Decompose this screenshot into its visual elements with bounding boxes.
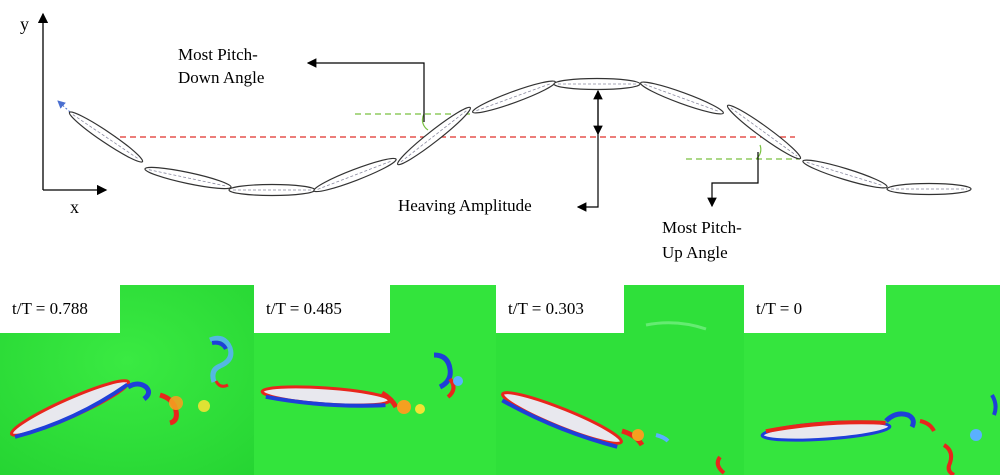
pitch-down-label-line2: Down Angle — [178, 68, 264, 87]
vorticity-snapshots: t/T = 0.788 t/T = 0.485 — [0, 285, 1000, 475]
pitch-down-leader — [306, 58, 425, 122]
airfoil — [313, 157, 397, 193]
x-axis-label: x — [70, 197, 79, 217]
airfoil — [472, 80, 556, 114]
vorticity-panel-1: t/T = 0.788 — [0, 285, 254, 475]
time-label: t/T = 0 — [744, 285, 886, 333]
airfoil — [144, 166, 232, 190]
airfoil — [396, 106, 472, 166]
airfoil — [726, 104, 802, 160]
airfoil — [553, 77, 641, 91]
heaving-pitching-schematic: y x Most Pitch- Down Angle Heaving Ampli… — [20, 12, 972, 262]
time-label: t/T = 0.788 — [0, 285, 120, 333]
pitch-up-leader — [707, 152, 759, 208]
airfoil — [802, 159, 888, 189]
vorticity-panel-2: t/T = 0.485 — [254, 285, 496, 475]
vorticity-panel-3: t/T = 0.303 — [496, 285, 744, 475]
pitch-down-label-line1: Most Pitch- — [178, 45, 258, 64]
airfoil-sequence — [68, 77, 972, 197]
time-label: t/T = 0.303 — [496, 285, 624, 333]
airfoil — [228, 183, 316, 197]
heaving-amplitude-label: Heaving Amplitude — [398, 196, 532, 215]
heaving-leader — [576, 137, 599, 212]
airfoil — [640, 81, 724, 115]
y-axis-label: y — [20, 14, 29, 34]
motion-direction-arrow — [57, 100, 71, 113]
pitch-up-label-line2: Up Angle — [662, 243, 728, 262]
airfoil — [68, 111, 144, 163]
time-label: t/T = 0.485 — [254, 285, 390, 333]
pitch-up-label-line1: Most Pitch- — [662, 218, 742, 237]
airfoil — [886, 182, 972, 196]
vorticity-panel-4: t/T = 0 — [744, 285, 1000, 475]
pitch-up-angle-arc — [755, 144, 762, 160]
pitch-down-angle-arc — [421, 113, 429, 131]
